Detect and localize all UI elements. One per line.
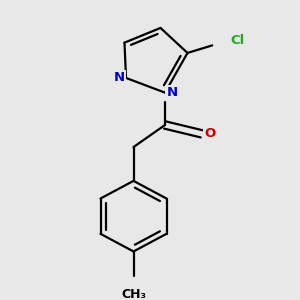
- Text: O: O: [204, 127, 215, 140]
- Text: N: N: [113, 71, 124, 84]
- Text: Cl: Cl: [230, 34, 245, 47]
- Text: CH₃: CH₃: [121, 288, 146, 300]
- Text: N: N: [167, 86, 178, 99]
